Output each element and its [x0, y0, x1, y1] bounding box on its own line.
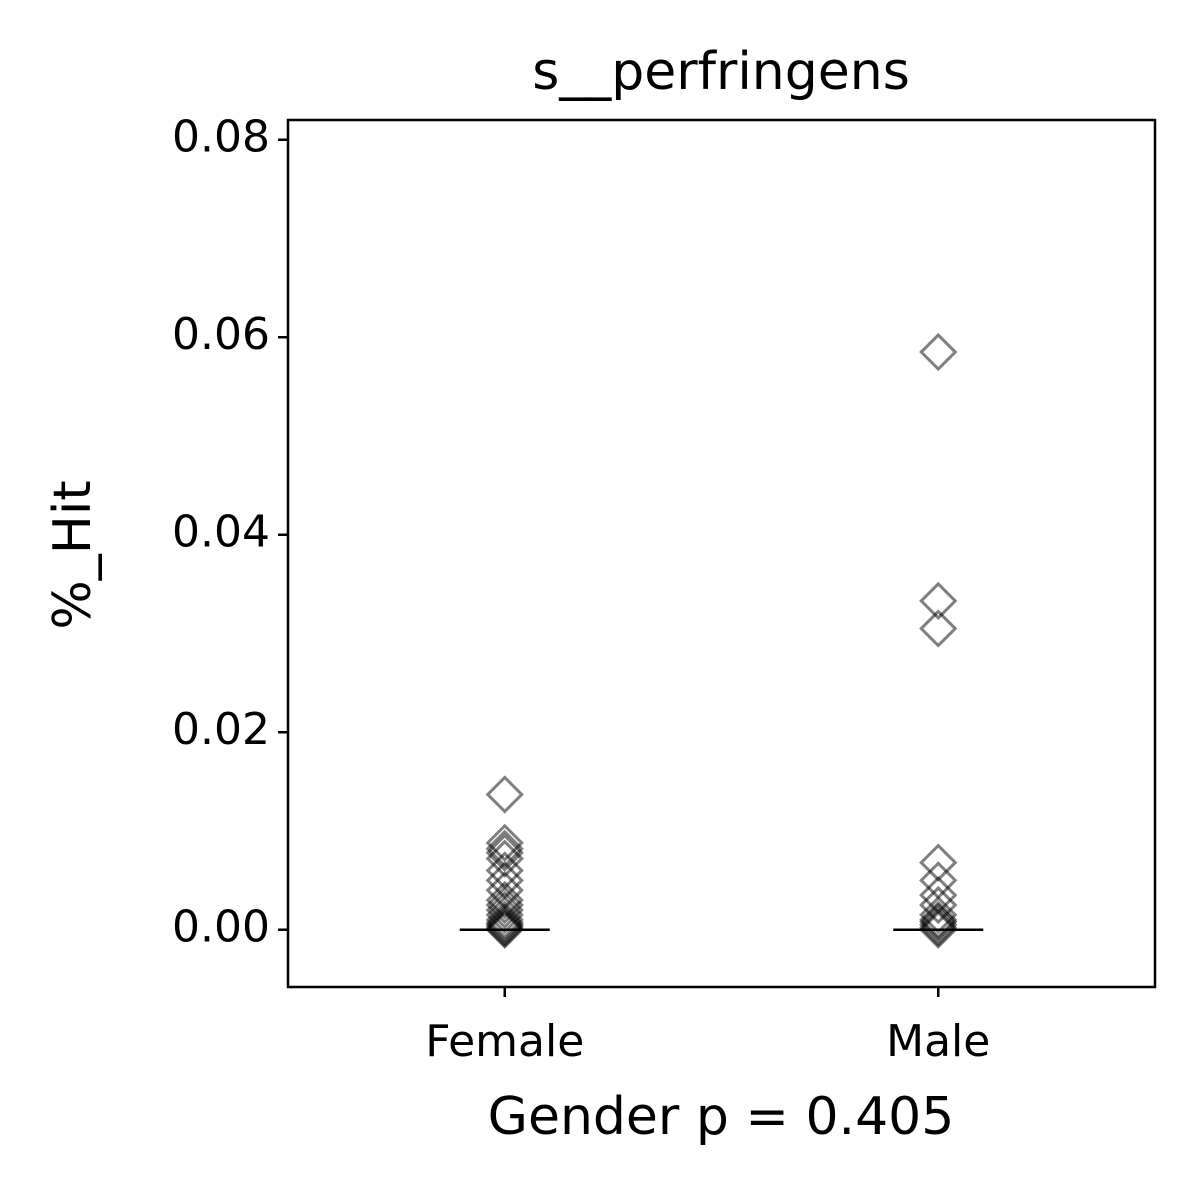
data-point: [919, 905, 958, 944]
data-point: [485, 895, 524, 935]
data-point: [485, 885, 524, 925]
data-point: [485, 880, 524, 920]
y-tick-label: 0.08: [172, 112, 270, 163]
data-point: [485, 775, 524, 814]
data-point: [485, 890, 524, 930]
data-point: [919, 895, 958, 935]
y-tick-label: 0.04: [172, 507, 270, 558]
data-point: [485, 829, 524, 868]
data-point: [485, 900, 524, 939]
data-point: [485, 910, 524, 949]
data-point: [485, 839, 524, 878]
data-point: [485, 823, 524, 862]
data-point: [919, 609, 958, 648]
y-tick-label: 0.02: [172, 704, 270, 755]
data-point: [919, 581, 958, 621]
data-point: [919, 332, 958, 372]
y-tick-label: 0.06: [172, 309, 270, 360]
x-tick-label: Female: [425, 1016, 584, 1067]
data-point: [919, 902, 958, 941]
y-tick-label: 0.00: [172, 902, 270, 953]
chart-title: s__perfringens: [532, 42, 910, 102]
y-axis-label: %_Hit: [43, 480, 103, 629]
plot-frame: [286, 118, 1157, 989]
x-axis-label: Gender p = 0.405: [488, 1087, 955, 1147]
data-point: [919, 885, 958, 925]
x-tick-label: Male: [886, 1016, 990, 1067]
data-point: [919, 910, 958, 949]
data-point: [485, 833, 524, 872]
